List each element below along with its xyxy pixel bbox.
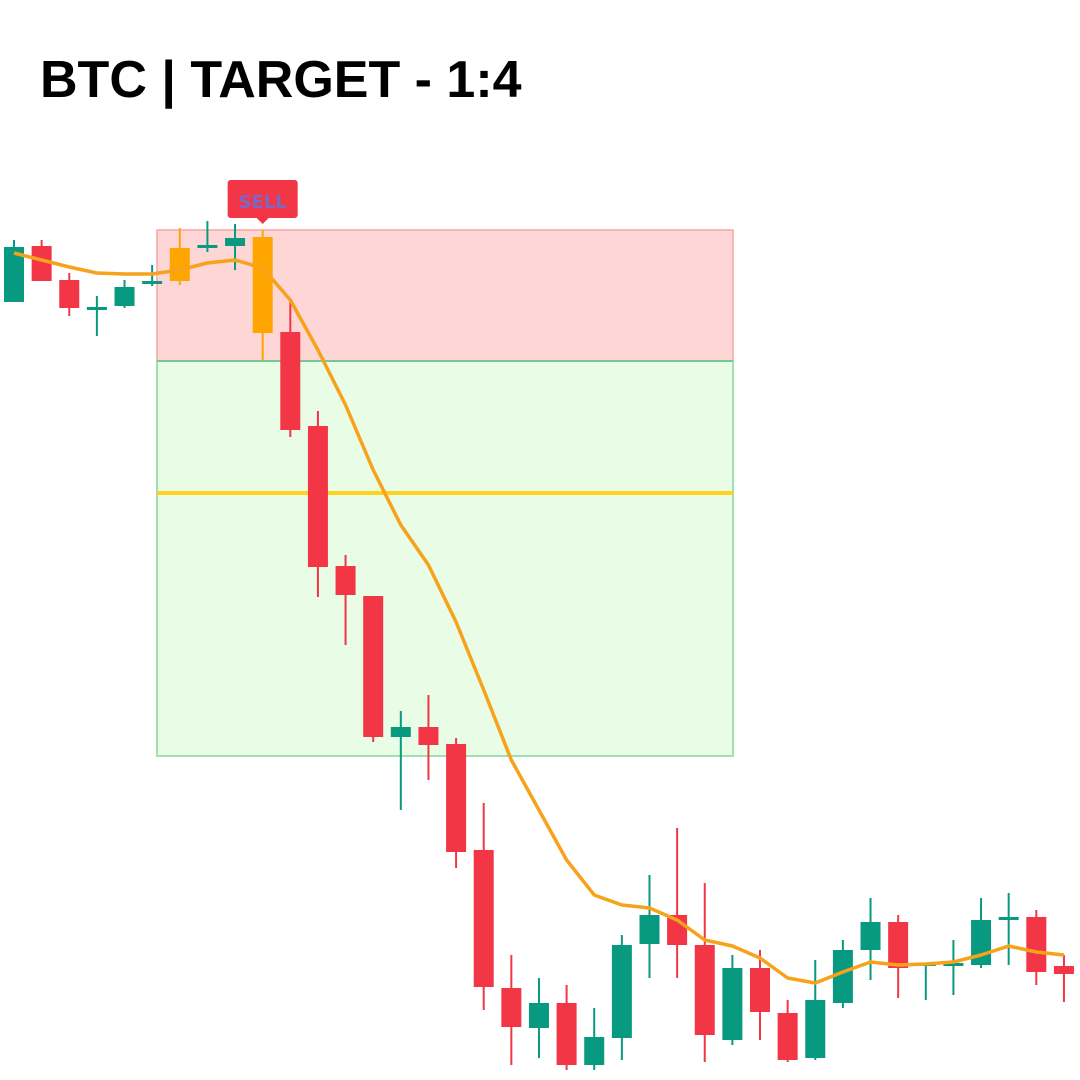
candle-body: [943, 963, 964, 966]
candle-body: [363, 596, 384, 737]
candle-body: [390, 727, 411, 737]
candle-body: [998, 917, 1019, 920]
candle-body: [335, 566, 356, 595]
candle-body: [418, 727, 439, 745]
candle-body: [142, 281, 163, 284]
candle-body: [888, 922, 909, 968]
candle-body: [694, 945, 715, 1035]
chart-title: BTC | TARGET - 1:4: [40, 51, 522, 109]
candle-body: [501, 988, 522, 1027]
candle-body: [473, 850, 494, 987]
annotation-box: [227, 180, 298, 224]
candle-body: [639, 915, 660, 944]
candle-body: [584, 1037, 605, 1065]
candle-body: [1053, 966, 1074, 974]
candle-body: [197, 245, 218, 248]
annotation-text: SELL: [239, 192, 287, 213]
risk-zone: [156, 229, 734, 362]
candle-body: [556, 1003, 577, 1065]
candle-body: [860, 922, 881, 950]
candle-body: [750, 968, 771, 1012]
candle-body: [252, 237, 273, 333]
candle-body: [611, 945, 632, 1038]
candle-body: [169, 248, 190, 281]
candle-body: [114, 287, 135, 306]
candle-body: [528, 1003, 549, 1028]
reward-zone: [156, 360, 734, 757]
candle-body: [59, 280, 80, 308]
candle-body: [31, 246, 52, 281]
candle-body: [86, 307, 107, 310]
candle-body: [805, 1000, 826, 1058]
candle-body: [4, 247, 24, 302]
candle-body: [307, 426, 328, 567]
candle-body: [1026, 917, 1047, 972]
candle-body: [446, 744, 467, 852]
candle-body: [832, 950, 853, 1003]
candle-body: [722, 968, 743, 1040]
moving-average: [13, 251, 1065, 985]
candle-body: [777, 1013, 798, 1060]
candle-body: [280, 332, 301, 430]
candle-body: [225, 238, 246, 246]
